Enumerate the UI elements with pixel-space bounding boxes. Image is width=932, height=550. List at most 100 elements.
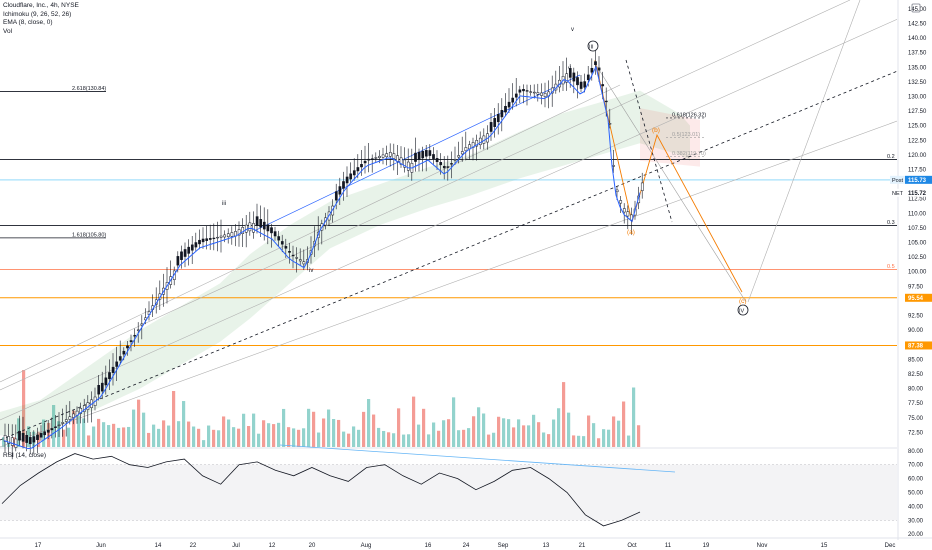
y-tick-label: 137.50: [908, 51, 927, 57]
y-tick-label: 127.50: [908, 109, 927, 115]
wave-label-v: v: [568, 66, 571, 72]
volume-bar: [372, 414, 376, 447]
volume-bar: [107, 425, 111, 447]
candle: [126, 345, 129, 349]
candle: [385, 153, 389, 158]
y-tick-label: 90.00: [908, 328, 924, 334]
volume-bar: [422, 408, 426, 447]
wave-circle-III: [587, 40, 599, 52]
candle: [363, 160, 367, 164]
candle: [414, 152, 417, 162]
x-tick-label: 21: [579, 543, 586, 549]
candle: [568, 68, 572, 78]
volume-bar: [352, 426, 356, 447]
candle: [248, 222, 252, 232]
x-tick-label: 22: [190, 543, 197, 549]
candle: [489, 122, 493, 132]
rsi-line: [1, 453, 641, 527]
y-tick-label: 120.00: [908, 153, 927, 159]
y-tick-label: 142.50: [908, 21, 927, 27]
volume-bar: [72, 410, 76, 447]
volume-bar: [617, 420, 621, 447]
volume-bar: [377, 427, 381, 447]
candle: [586, 74, 590, 81]
candle: [219, 235, 223, 238]
volume-bar: [367, 399, 371, 447]
volume-bar: [447, 419, 451, 447]
volume-bar: [132, 409, 136, 447]
candle: [460, 151, 464, 155]
candle: [7, 436, 11, 444]
volume-bar: [622, 401, 626, 447]
rsi-label[interactable]: RSI (14, close): [3, 452, 46, 459]
candle: [399, 157, 403, 165]
y-tick-label: 135.00: [908, 65, 927, 71]
candle: [349, 173, 353, 180]
candle: [50, 428, 54, 431]
candle: [21, 432, 25, 442]
y-tick-label: 145.00: [908, 7, 927, 13]
volume-bar: [587, 415, 591, 447]
candle: [378, 155, 381, 158]
candle: [18, 430, 21, 441]
candle: [205, 238, 209, 241]
volume-bar: [342, 431, 346, 447]
wave-label-IV: IV: [739, 309, 745, 315]
fib-label-05-red: 0.5: [887, 264, 895, 270]
volume-bar: [157, 428, 161, 447]
x-tick-label: 20: [309, 543, 316, 549]
candle: [295, 257, 299, 259]
x-tick-label: Jul: [232, 543, 240, 549]
volume-bar: [177, 421, 181, 447]
volume-bar: [152, 424, 156, 447]
rsi-y-tick-label: 20.00: [908, 532, 924, 538]
volume-bar: [497, 416, 501, 447]
volume-bar: [47, 422, 51, 447]
volume-bar: [402, 434, 406, 447]
rsi-y-tick-label: 70.00: [908, 463, 924, 469]
volume-bar: [82, 418, 86, 447]
fib-label-1618: 1.618(105.80): [72, 232, 106, 238]
candle: [129, 340, 133, 343]
candle: [288, 251, 291, 253]
volume-bar: [317, 432, 321, 447]
candle: [133, 335, 137, 337]
volume-bar: [612, 416, 616, 447]
volume-bar: [347, 433, 351, 447]
volume-bar: [97, 418, 101, 447]
trend-line: [625, 59, 673, 223]
volume-bar: [117, 427, 121, 447]
volume-bar: [137, 399, 141, 447]
candle: [14, 438, 18, 448]
indicator-ema[interactable]: EMA (8, close, 0): [3, 19, 53, 26]
indicator-ichimoku[interactable]: Ichimoku (9, 26, 52, 26): [3, 10, 72, 18]
volume-bar: [322, 418, 326, 447]
x-tick-label: 13: [543, 543, 550, 549]
candle: [475, 140, 479, 147]
rsi-y-tick-label: 80.00: [908, 449, 924, 455]
candle: [115, 361, 119, 367]
candle: [576, 77, 579, 86]
volume-bar: [237, 428, 241, 447]
volume-bar: [162, 420, 166, 447]
candle: [504, 105, 507, 113]
volume-bar: [337, 419, 341, 447]
y-tick-label: 102.50: [908, 255, 927, 261]
fib-label-02: 0.2: [887, 154, 895, 160]
volume-bar: [502, 418, 506, 447]
volume-bar: [602, 429, 606, 447]
volume-bar: [247, 426, 251, 447]
x-tick-label: 14: [155, 543, 162, 549]
volume-bar: [272, 424, 276, 447]
candle: [590, 67, 594, 73]
candle: [108, 372, 111, 380]
wave-label-c: (c): [739, 298, 747, 305]
indicator-volume[interactable]: Vol: [3, 27, 13, 35]
volume-bar: [302, 428, 306, 447]
volume-bar: [102, 422, 106, 447]
volume-bar: [452, 397, 456, 447]
trend-line: [747, 0, 861, 303]
y-tick-label: 107.50: [908, 226, 927, 232]
candle: [565, 73, 569, 83]
